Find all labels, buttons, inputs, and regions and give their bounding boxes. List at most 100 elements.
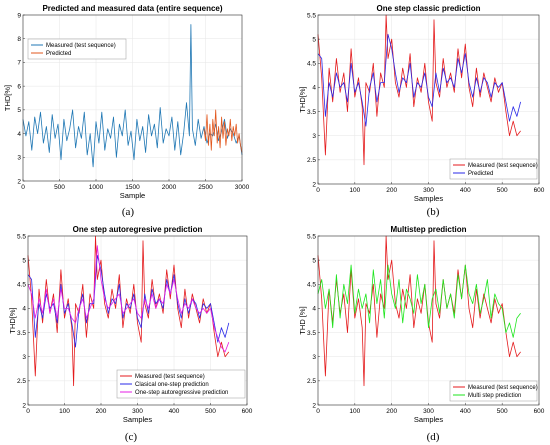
y-tick-label: 5.5 <box>307 12 316 19</box>
panel-caption: (b) <box>427 206 440 218</box>
y-tick-label: 4.5 <box>307 61 316 68</box>
x-tick-label: 500 <box>205 408 216 415</box>
y-tick-label: 4.5 <box>307 282 316 289</box>
series-line-2 <box>317 264 521 338</box>
y-tick-label: 4 <box>17 131 21 138</box>
y-tick-label: 3.5 <box>307 330 316 337</box>
legend-label: Clasical one-step prediction <box>135 382 209 388</box>
legend-box <box>27 38 127 60</box>
y-tick-label: 4 <box>312 306 316 313</box>
legend-label: Predicted <box>468 171 493 177</box>
legend-label: One-step autoregressive prediction <box>135 390 228 396</box>
x-tick-label: 0 <box>316 408 320 415</box>
x-tick-label: 3000 <box>235 184 250 191</box>
y-tick-label: 5 <box>312 257 316 264</box>
y-tick-label: 5 <box>17 107 21 114</box>
legend-label: Measured (test sequence) <box>46 43 116 49</box>
x-tick-label: 2000 <box>162 184 177 191</box>
x-tick-label: 600 <box>534 408 545 415</box>
x-tick-label: 100 <box>349 408 360 415</box>
chart-panel-c: 0 100 200 300 400 500 600 2 2.5 3 3.5 4 4.5 5 5.5 One s… <box>8 225 253 443</box>
y-axis-label: THD[%] <box>8 307 17 333</box>
y-tick-label: 2.5 <box>307 157 316 164</box>
x-tick-label: 300 <box>423 187 434 194</box>
x-axis-label: Samples <box>414 194 443 203</box>
x-tick-label: 400 <box>460 408 471 415</box>
y-tick-label: 2 <box>22 402 26 409</box>
chart-title: Multistep prediction <box>391 225 467 234</box>
y-tick-label: 2.5 <box>17 378 26 385</box>
legend-box <box>449 380 538 402</box>
x-tick-label: 2500 <box>198 184 213 191</box>
y-tick-label: 5.5 <box>307 233 316 240</box>
series-line-2 <box>317 33 521 127</box>
y-tick-label: 2.5 <box>307 378 316 385</box>
y-tick-label: 2 <box>17 178 21 185</box>
y-tick-label: 6 <box>17 83 21 90</box>
x-tick-label: 0 <box>26 408 30 415</box>
y-axis-label: THD [%] <box>298 306 307 334</box>
chart-title: Predicted and measured data (entire sequ… <box>42 4 222 13</box>
y-tick-label: 3 <box>22 354 26 361</box>
panel-caption: (a) <box>122 206 135 218</box>
legend-box <box>449 158 538 180</box>
x-tick-label: 100 <box>59 408 70 415</box>
y-tick-label: 5.5 <box>17 233 26 240</box>
y-tick-label: 3 <box>17 155 21 162</box>
y-tick-label: 3.5 <box>307 109 316 116</box>
x-tick-label: 500 <box>497 187 508 194</box>
x-tick-label: 400 <box>460 187 471 194</box>
x-tick-label: 200 <box>96 408 107 415</box>
y-tick-label: 4 <box>312 85 316 92</box>
y-tick-label: 3 <box>312 354 316 361</box>
x-axis-label: Samples <box>414 415 443 424</box>
y-tick-label: 7 <box>17 60 21 67</box>
panel-caption: (d) <box>427 431 440 443</box>
y-tick-label: 2 <box>312 181 316 188</box>
x-tick-label: 600 <box>534 187 545 194</box>
y-tick-label: 5 <box>22 257 26 264</box>
series-line-2 <box>203 109 243 153</box>
y-tick-label: 4 <box>22 306 26 313</box>
x-tick-label: 1000 <box>89 184 104 191</box>
x-tick-label: 500 <box>497 408 508 415</box>
chart-panel-b: 0 100 200 300 400 500 600 2 2.5 3 3.5 4 4.5 5 5.5 One s… <box>298 4 545 218</box>
legend-label: Predicted <box>46 51 71 57</box>
series-line-3 <box>27 245 230 353</box>
y-tick-label: 3 <box>312 133 316 140</box>
y-tick-label: 9 <box>17 12 21 19</box>
y-tick-label: 3.5 <box>17 330 26 337</box>
x-tick-label: 300 <box>132 408 143 415</box>
chart-title: One step autoregresive prediction <box>73 225 203 234</box>
y-tick-label: 5 <box>312 36 316 43</box>
legend-label: Measured (test sequence) <box>135 374 205 380</box>
y-axis-label: THD[%] <box>3 85 12 111</box>
x-tick-label: 1500 <box>125 184 140 191</box>
x-tick-label: 200 <box>386 408 397 415</box>
chart-panel-a: 0 500 1000 1500 2000 2500 3000 2 3 4 5 6 7 8 9 Predicte… <box>3 4 250 218</box>
x-tick-label: 100 <box>349 187 360 194</box>
y-tick-label: 8 <box>17 36 21 43</box>
legend-label: Measured (test sequence) <box>468 163 538 169</box>
chart-title: One step classic prediction <box>376 4 480 13</box>
x-tick-label: 400 <box>169 408 180 415</box>
y-tick-label: 4.5 <box>17 282 26 289</box>
x-tick-label: 200 <box>386 187 397 194</box>
x-tick-label: 300 <box>423 408 434 415</box>
x-tick-label: 600 <box>242 408 253 415</box>
panel-caption: (c) <box>125 431 138 443</box>
x-axis-label: Sample <box>120 191 145 200</box>
legend-box <box>116 369 246 399</box>
x-tick-label: 0 <box>21 184 25 191</box>
series-line-1 <box>22 24 243 168</box>
y-tick-label: 2 <box>312 402 316 409</box>
y-axis-label: THD[%] <box>298 86 307 112</box>
x-tick-label: 0 <box>316 187 320 194</box>
x-axis-label: Samples <box>123 415 152 424</box>
x-tick-label: 500 <box>54 184 65 191</box>
chart-panel-d: 0 100 200 300 400 500 600 2 2.5 3 3.5 4 4.5 5 5.5 Multi… <box>298 225 545 443</box>
legend-label: Measured (test sequence) <box>468 385 538 391</box>
legend-label: Multi step prediction <box>468 393 521 399</box>
